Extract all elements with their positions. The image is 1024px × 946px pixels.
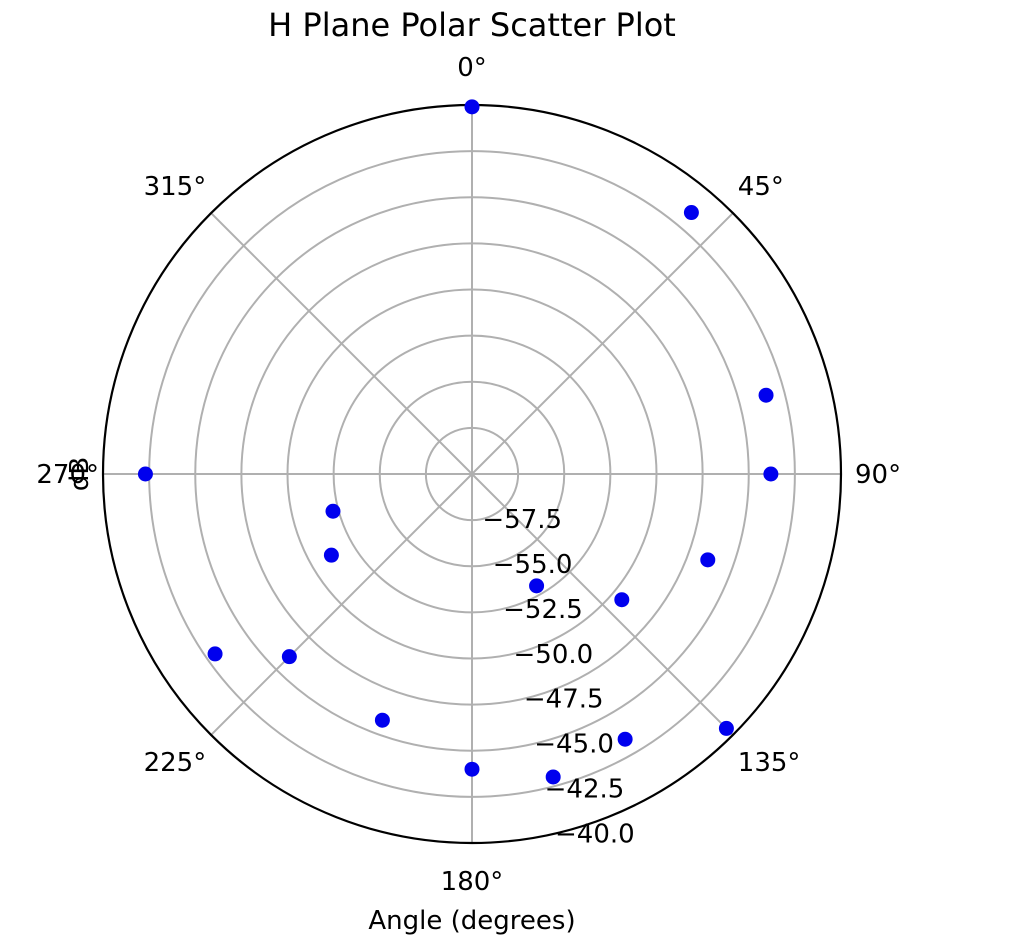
- y-axis-label: dB: [65, 457, 95, 491]
- data-point-2: [758, 387, 774, 403]
- theta-tick-label-180: 180°: [441, 867, 504, 897]
- radial-tick-label-0: −57.5: [482, 505, 562, 535]
- theta-tick-label-225: 225°: [144, 748, 207, 778]
- radial-tick-label-2: −52.5: [503, 595, 583, 625]
- data-point-7: [529, 578, 545, 594]
- radial-gridline-4: [240, 242, 704, 706]
- data-points: [137, 99, 779, 785]
- radial-gridline-1: [378, 380, 566, 568]
- radial-gridline-5: [194, 196, 750, 752]
- data-point-14: [323, 547, 339, 563]
- data-point-1: [683, 205, 699, 221]
- radial-tick-label-1: −55.0: [493, 550, 573, 580]
- radial-tick-label-7: −40.0: [555, 820, 635, 850]
- data-point-9: [545, 769, 561, 785]
- radial-tick-label-3: −50.0: [514, 640, 594, 670]
- data-point-15: [325, 503, 341, 519]
- theta-tick-label-135: 135°: [738, 748, 801, 778]
- x-axis-label: Angle (degrees): [368, 906, 575, 936]
- radial-tick-labels: −57.5−55.0−52.5−50.0−47.5−45.0−42.5−40.0: [482, 505, 634, 850]
- radial-gridline-0: [424, 426, 520, 522]
- data-point-13: [207, 646, 223, 662]
- data-point-11: [374, 712, 390, 728]
- data-point-0: [464, 99, 480, 115]
- radial-tick-label-4: −47.5: [524, 685, 604, 715]
- radial-gridline-3: [286, 288, 658, 660]
- data-point-3: [763, 466, 779, 482]
- theta-tick-label-0: 0°: [457, 53, 487, 83]
- data-point-4: [700, 552, 716, 568]
- theta-tick-labels: 0° 45° 90° 135° 180° 225° 270° 315°: [36, 53, 901, 897]
- data-point-16: [137, 466, 153, 482]
- radial-tick-label-5: −45.0: [534, 730, 614, 760]
- chart-title: H Plane Polar Scatter Plot: [268, 6, 676, 44]
- theta-tick-label-45: 45°: [738, 172, 784, 202]
- radial-gridline-2: [332, 334, 612, 614]
- data-point-6: [718, 720, 734, 736]
- theta-tick-label-270: 270°: [36, 460, 99, 490]
- data-point-12: [281, 649, 297, 665]
- theta-tick-label-315: 315°: [144, 172, 207, 202]
- data-point-10: [464, 761, 480, 777]
- data-point-8: [617, 731, 633, 747]
- theta-tick-label-90: 90°: [855, 460, 901, 490]
- data-point-5: [614, 592, 630, 608]
